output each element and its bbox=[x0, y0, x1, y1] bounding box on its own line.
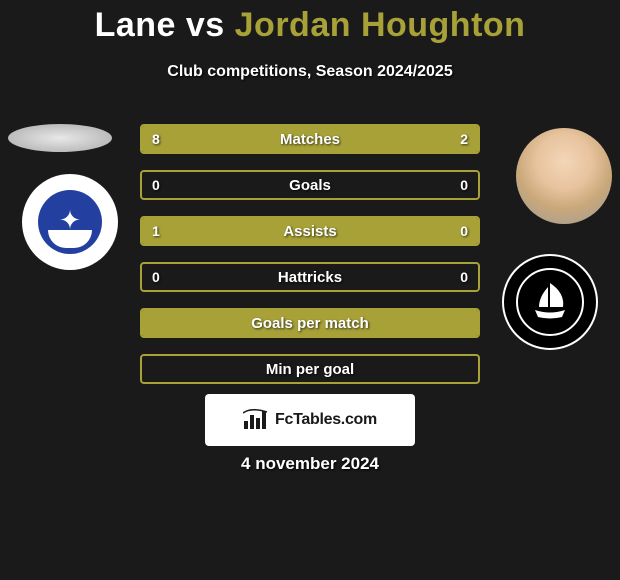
generated-date: 4 november 2024 bbox=[0, 454, 620, 474]
stats-rows: 82Matches 00Goals 10Assists 00Hattricks Goal… bbox=[140, 124, 480, 400]
club-crest-left: ✦ bbox=[22, 174, 118, 270]
comparison-title: Lane vs Jordan Houghton bbox=[0, 0, 620, 45]
sailboat-icon bbox=[515, 267, 585, 337]
stat-row: 82Matches bbox=[140, 124, 480, 154]
stat-row: 10Assists bbox=[140, 216, 480, 246]
brand-text: FcTables.com bbox=[275, 411, 377, 429]
crescent-icon bbox=[48, 230, 92, 248]
stat-label: Min per goal bbox=[142, 356, 478, 382]
stat-row: 00Hattricks bbox=[140, 262, 480, 292]
stat-row: 00Goals bbox=[140, 170, 480, 200]
player-right-avatar bbox=[516, 128, 612, 224]
stat-label: Matches bbox=[142, 126, 478, 152]
chart-bars-icon bbox=[243, 409, 269, 431]
title-player-right: Jordan Houghton bbox=[235, 6, 526, 44]
stat-label: Goals bbox=[142, 172, 478, 198]
brand-badge: FcTables.com bbox=[205, 394, 415, 446]
stat-label: Assists bbox=[142, 218, 478, 244]
crest-left-field: ✦ bbox=[38, 190, 102, 254]
title-vs: vs bbox=[176, 6, 235, 44]
stat-label: Goals per match bbox=[142, 310, 478, 336]
stat-label: Hattricks bbox=[142, 264, 478, 290]
stat-row: Min per goal bbox=[140, 354, 480, 384]
stat-row: Goals per match bbox=[140, 308, 480, 338]
subtitle: Club competitions, Season 2024/2025 bbox=[0, 63, 620, 81]
club-crest-right bbox=[502, 254, 598, 350]
player-left-avatar bbox=[8, 124, 112, 152]
title-player-left: Lane bbox=[95, 6, 176, 44]
